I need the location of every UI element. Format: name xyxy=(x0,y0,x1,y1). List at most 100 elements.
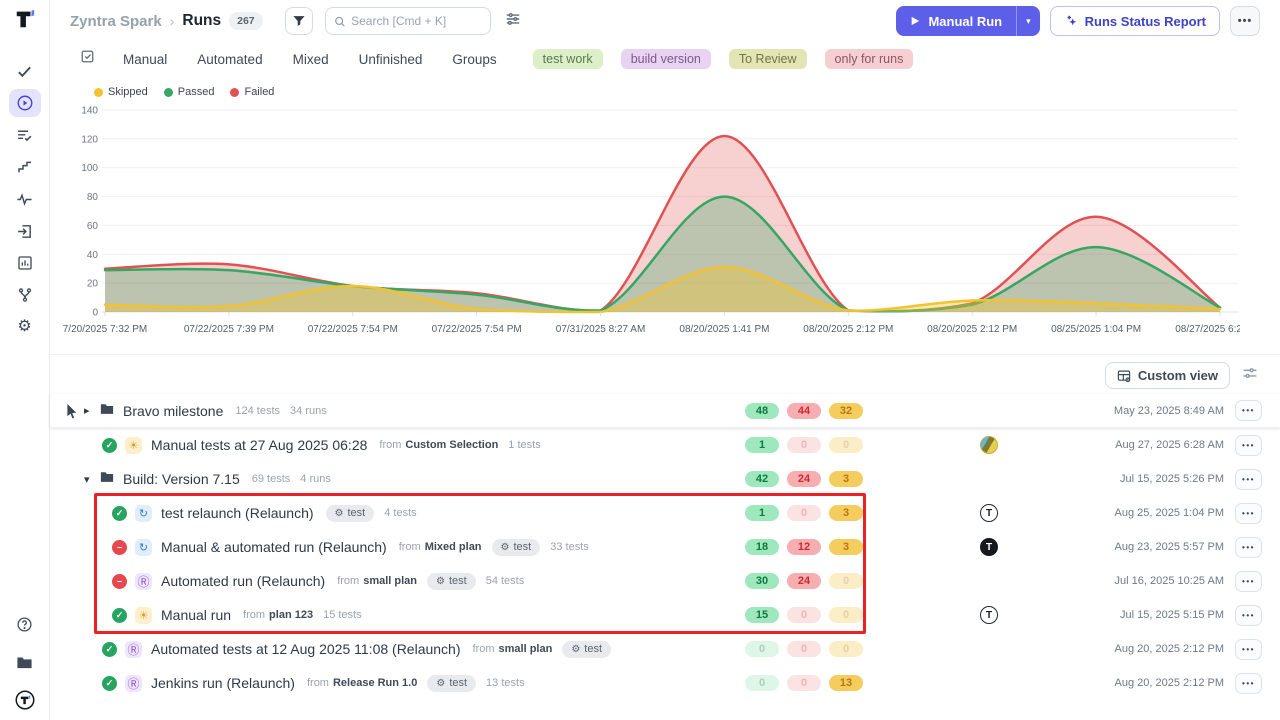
svg-text:120: 120 xyxy=(81,134,98,145)
row-actions-button[interactable]: ••• xyxy=(1235,536,1262,558)
test-tag[interactable]: ⚙ test xyxy=(562,640,612,658)
tab-groups[interactable]: Groups xyxy=(452,51,497,67)
tab-mixed[interactable]: Mixed xyxy=(292,51,329,67)
test-tag-label: test xyxy=(513,541,532,553)
skipped-badge: 0 xyxy=(829,641,863,657)
row-title[interactable]: test relaunch (Relaunch) xyxy=(161,505,314,521)
result-badges: 18 12 3 xyxy=(745,539,863,555)
plan-name[interactable]: plan 123 xyxy=(269,609,314,621)
row-date: Jul 16, 2025 10:25 AM xyxy=(1114,575,1224,587)
tag-filter-only-for-runs[interactable]: only for runs xyxy=(824,49,914,69)
row-title[interactable]: Manual tests at 27 Aug 2025 06:28 xyxy=(151,437,368,453)
sidebar-item-milestones[interactable] xyxy=(9,153,41,181)
row-actions-button[interactable]: ••• xyxy=(1235,638,1262,660)
sidebar-item-runs[interactable] xyxy=(8,89,41,117)
row-title[interactable]: Automated run (Relaunch) xyxy=(161,573,326,589)
expander-icon-collapsed[interactable]: ▸ xyxy=(84,405,90,417)
row-date: Aug 23, 2025 5:57 PM xyxy=(1114,541,1224,553)
sidebar-item-tests[interactable] xyxy=(9,57,41,85)
tab-manual[interactable]: Manual xyxy=(123,51,168,67)
plan-name[interactable]: Custom Selection xyxy=(405,439,499,451)
chart-legend: Skipped Passed Failed xyxy=(94,86,1280,98)
row-actions-button[interactable]: ••• xyxy=(1235,400,1262,421)
plan-name[interactable]: small plan xyxy=(363,575,417,587)
row-actions-button[interactable]: ••• xyxy=(1235,604,1262,626)
sidebar-item-activity[interactable] xyxy=(9,185,41,213)
plan-name[interactable]: Mixed plan xyxy=(424,541,482,553)
legend-dot-failed xyxy=(230,87,240,97)
tag-filter-test-work[interactable]: test work xyxy=(532,49,603,69)
breadcrumb-project[interactable]: Zyntra Spark xyxy=(70,12,162,30)
row-title[interactable]: Jenkins run (Relaunch) xyxy=(151,675,295,691)
status-passed-icon: ✓ xyxy=(112,505,127,521)
table-settings-icon[interactable] xyxy=(1242,367,1258,385)
chart-area: 0 20 40 60 80 100 120 140 7/20/2025 7:32 PM 07/22… xyxy=(60,100,1280,350)
row-actions-button[interactable]: ••• xyxy=(1235,468,1262,490)
sidebar-item-branches[interactable] xyxy=(9,281,41,309)
row-actions-button[interactable]: ••• xyxy=(1235,434,1262,456)
runs-status-report-button[interactable]: Runs Status Report xyxy=(1049,6,1220,36)
row-title[interactable]: Bravo milestone xyxy=(123,402,224,419)
row-actions-button[interactable]: ••• xyxy=(1235,502,1262,524)
tag-filter-build-version[interactable]: build version xyxy=(620,49,711,69)
manual-run-button[interactable]: Manual Run ▾ xyxy=(896,6,1040,36)
folder-row[interactable]: ▾ Build: Version 7.15 69 tests 4 runs 42 24 3 J… xyxy=(50,462,1280,496)
tag-filter-to-review[interactable]: To Review xyxy=(728,49,807,69)
app-logo-icon[interactable] xyxy=(14,8,36,35)
passed-badge: 0 xyxy=(745,641,779,657)
breadcrumb-separator: › xyxy=(169,13,175,29)
test-tag[interactable]: ⚙ test xyxy=(427,572,476,590)
run-row[interactable]: ✓ Ⓡ Jenkins run (Relaunch) from Release Run … xyxy=(50,666,1280,700)
passed-badge: 1 xyxy=(745,505,779,521)
row-title[interactable]: Manual & automated run (Relaunch) xyxy=(161,539,387,555)
sidebar-item-analytics[interactable] xyxy=(9,249,41,277)
manual-run-dropdown[interactable]: ▾ xyxy=(1016,6,1040,36)
run-row[interactable]: – ↻ Manual & automated run (Relaunch) from M… xyxy=(50,530,1280,564)
failed-badge: 0 xyxy=(787,607,821,623)
sidebar-item-import[interactable] xyxy=(9,217,41,245)
header-more-button[interactable]: ••• xyxy=(1230,6,1260,36)
legend-dot-skipped xyxy=(94,87,103,97)
run-type-manual-icon: ☀ xyxy=(135,606,152,624)
legend-label: Skipped xyxy=(108,86,148,98)
legend-dot-passed xyxy=(163,87,173,97)
run-row[interactable]: – Ⓡ Automated run (Relaunch) from small plan… xyxy=(50,564,1280,598)
sidebar-bottom xyxy=(9,610,41,714)
custom-view-button[interactable]: Custom view xyxy=(1104,362,1230,389)
result-badges: 0 0 13 xyxy=(745,675,863,691)
select-all-icon[interactable] xyxy=(80,49,95,69)
row-actions-button[interactable]: ••• xyxy=(1235,570,1262,592)
row-title[interactable]: Build: Version 7.15 xyxy=(123,471,240,487)
svg-text:7/20/2025 7:32 PM: 7/20/2025 7:32 PM xyxy=(63,324,148,335)
main-content: Zyntra Spark › Runs 267 Manual Run xyxy=(50,0,1280,720)
sidebar-item-help[interactable] xyxy=(9,610,41,638)
test-tag[interactable]: ⚙ test xyxy=(427,674,477,692)
filter-button[interactable] xyxy=(284,7,313,35)
sidebar-item-docs[interactable] xyxy=(9,648,41,676)
row-title[interactable]: Automated tests at 12 Aug 2025 11:08 (Re… xyxy=(151,641,461,657)
run-row[interactable]: ✓ Ⓡ Automated tests at 12 Aug 2025 11:08 (… xyxy=(50,632,1280,666)
passed-badge: 18 xyxy=(745,539,779,555)
plan-name[interactable]: Release Run 1.0 xyxy=(332,677,418,689)
series-line-skipped xyxy=(103,266,1222,314)
folder-row[interactable]: ▸ Bravo milestone 124 tests 34 runs 48 44 32 Ma… xyxy=(50,394,1280,428)
test-tag[interactable]: ⚙ test xyxy=(325,504,375,522)
run-row[interactable]: ✓ ☀ Manual run from plan 123 15 tests 15 0 0 T Jul… xyxy=(50,598,1280,632)
search-input[interactable] xyxy=(351,14,482,28)
sidebar-item-settings[interactable]: ⚙ xyxy=(9,313,41,341)
expander-icon-expanded[interactable]: ▾ xyxy=(84,473,90,486)
tab-unfinished[interactable]: Unfinished xyxy=(358,51,423,67)
sidebar-item-plans[interactable] xyxy=(9,121,41,149)
search-settings-icon[interactable] xyxy=(505,12,521,31)
run-row[interactable]: ✓ ↻ test relaunch (Relaunch) ⚙ test 4 tests 1 0… xyxy=(50,496,1280,530)
row-actions-button[interactable]: ••• xyxy=(1235,672,1262,694)
row-title[interactable]: Manual run xyxy=(161,607,232,623)
run-row[interactable]: ✓ ☀ Manual tests at 27 Aug 2025 06:28 from C… xyxy=(50,428,1280,462)
test-tag[interactable]: ⚙ test xyxy=(491,538,541,556)
sidebar-item-account[interactable] xyxy=(9,686,41,714)
tab-automated[interactable]: Automated xyxy=(197,51,263,67)
svg-text:07/31/2025 8:27 AM: 07/31/2025 8:27 AM xyxy=(556,324,646,335)
plan-name[interactable]: small plan xyxy=(498,643,553,655)
svg-text:80: 80 xyxy=(87,192,99,203)
